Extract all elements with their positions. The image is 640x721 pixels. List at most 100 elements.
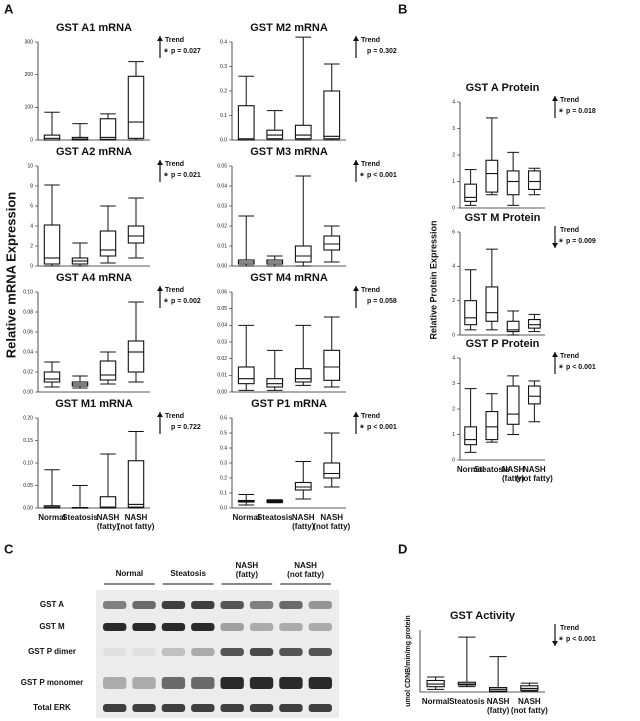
y-tick-label: 2: [452, 298, 455, 304]
y-tick-label: 0.15: [23, 438, 33, 444]
band: [191, 704, 215, 712]
panel-label: C: [4, 541, 14, 556]
y-tick-label: 0: [452, 205, 455, 211]
y-axis-label: umol CDNB/min/mg protein: [405, 615, 412, 706]
x-tick-label: Steatosis: [449, 697, 485, 706]
p-value: p = 0.002: [171, 298, 201, 305]
panel-label: B: [398, 1, 407, 16]
band: [308, 677, 332, 689]
p-value: p = 0.009: [566, 238, 596, 245]
row-label: GST M: [39, 622, 65, 631]
chart-title: GST A1 mRNA: [56, 22, 132, 34]
y-tick-label: 100: [25, 105, 34, 111]
y-tick-label: 2: [30, 243, 33, 249]
y-tick-label: 0.0: [220, 137, 227, 143]
row-label: GST A: [40, 600, 64, 609]
trend-label: Trend: [560, 625, 579, 632]
box: [99, 230, 117, 257]
y-tick-label: 0.00: [23, 505, 33, 511]
x-tick-label: Normal: [38, 513, 66, 522]
y-tick-label: 0.5: [220, 430, 227, 436]
panel-label: A: [4, 1, 14, 16]
band: [191, 601, 215, 609]
x-tick-label: NASH (fatty): [97, 513, 120, 531]
y-tick-label: 3: [452, 126, 455, 132]
x-tick-label: NASH (fatty): [292, 513, 315, 531]
y-tick-label: 2: [452, 406, 455, 412]
lane-group-label: Normal: [116, 569, 144, 578]
y-tick-label: 300: [25, 39, 34, 45]
band: [308, 601, 332, 609]
trend-arrowhead: [157, 412, 163, 417]
significance-marker: *: [360, 424, 364, 435]
chart-title: GST P Protein: [466, 338, 540, 350]
band: [308, 704, 332, 712]
significance-marker: *: [559, 108, 563, 119]
band: [220, 677, 244, 689]
y-tick-label: 0.06: [23, 329, 33, 335]
band: [220, 623, 244, 631]
trend-label: Trend: [165, 161, 184, 168]
y-tick-label: 0.08: [23, 309, 33, 315]
p-value: p = 0.027: [171, 48, 201, 55]
p-value: p < 0.001: [367, 424, 397, 431]
chart-title: GST M Protein: [465, 212, 541, 224]
chart-title: GST M2 mRNA: [250, 22, 328, 34]
box: [294, 245, 312, 263]
band: [161, 677, 186, 689]
y-tick-label: 0.3: [220, 460, 227, 466]
chart-title: GST M4 mRNA: [250, 272, 328, 284]
box: [294, 368, 312, 383]
y-tick-label: 0.00: [23, 389, 33, 395]
trend-label: Trend: [361, 413, 380, 420]
lane-group-label: NASH (not fatty): [287, 561, 324, 579]
y-tick-label: 0.3: [220, 64, 227, 70]
y-tick-label: 4: [30, 223, 33, 229]
band: [279, 648, 303, 656]
box: [43, 134, 61, 141]
box: [485, 159, 499, 193]
y-tick-label: 6: [452, 229, 455, 235]
y-tick-label: 0.00: [217, 263, 227, 269]
trend-arrowhead: [552, 96, 558, 101]
trend-label: Trend: [165, 37, 184, 44]
band: [308, 623, 332, 631]
y-tick-label: 200: [25, 72, 34, 78]
panel-label: D: [398, 541, 407, 556]
box: [323, 349, 341, 381]
trend-arrowhead: [552, 641, 558, 646]
trend-label: Trend: [165, 413, 184, 420]
band: [249, 677, 274, 689]
chart-title: GST A Protein: [466, 82, 540, 94]
y-tick-label: 8: [30, 183, 33, 189]
box: [237, 105, 255, 141]
y-tick-label: 0.02: [217, 356, 227, 362]
band: [308, 648, 332, 656]
y-tick-label: 6: [30, 203, 33, 209]
p-value: p < 0.001: [566, 636, 596, 643]
y-tick-label: 0.05: [217, 306, 227, 312]
x-tick-label: Steatosis: [474, 465, 510, 474]
box: [506, 170, 520, 196]
box: [43, 371, 61, 383]
trend-arrowhead: [353, 286, 359, 291]
trend-label: Trend: [361, 37, 380, 44]
y-tick-label: 0.03: [217, 203, 227, 209]
band: [279, 623, 303, 631]
significance-marker: *: [164, 48, 168, 59]
trend-arrowhead: [353, 160, 359, 165]
y-tick-label: 0.04: [217, 323, 227, 329]
band: [191, 677, 215, 689]
p-value: p < 0.001: [566, 364, 596, 371]
box: [485, 410, 499, 441]
chart-title: GST A4 mRNA: [56, 272, 132, 284]
y-tick-label: 3: [452, 381, 455, 387]
box: [237, 366, 255, 385]
box: [294, 481, 312, 491]
y-tick-label: 0.04: [23, 349, 33, 355]
box: [464, 183, 478, 202]
y-tick-label: 4: [452, 355, 455, 361]
band: [132, 704, 156, 712]
trend-label: Trend: [165, 287, 184, 294]
x-tick-label: NASH (not fatty): [511, 697, 548, 715]
